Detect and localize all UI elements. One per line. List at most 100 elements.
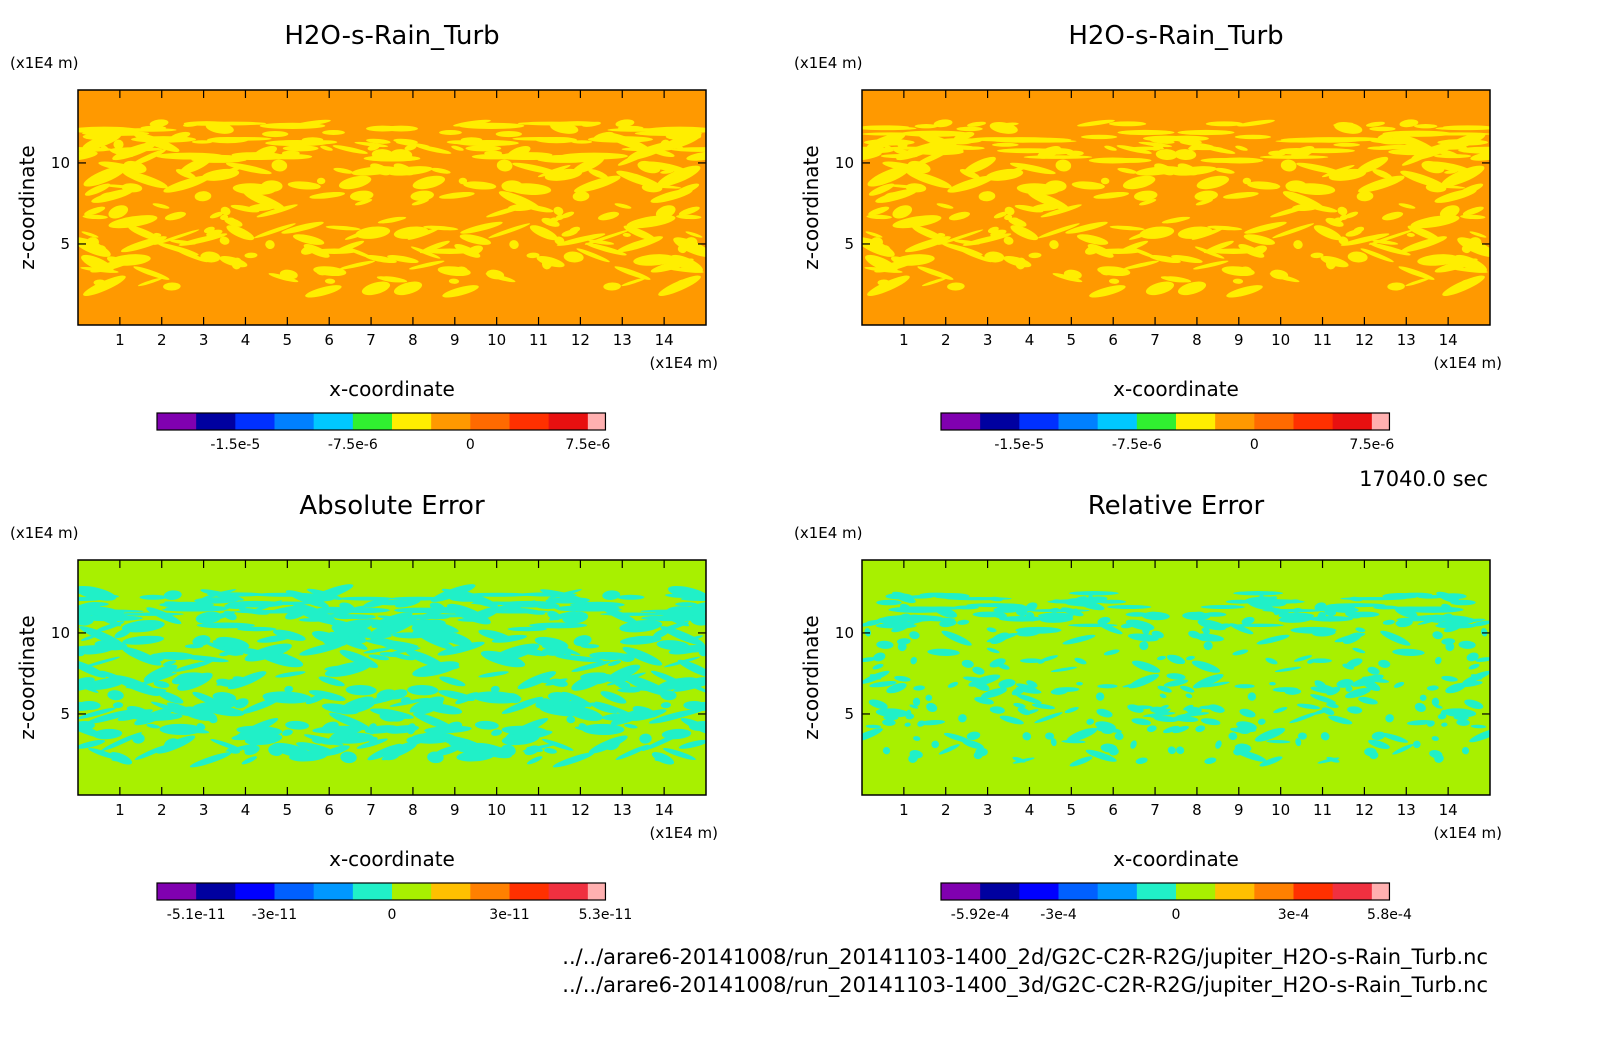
pattern-blob	[434, 745, 462, 756]
pattern-blob	[968, 674, 1001, 687]
pattern-blob	[390, 596, 446, 601]
pattern-blob	[373, 708, 414, 719]
pattern-blob	[1195, 725, 1206, 733]
pattern-blob	[308, 690, 346, 701]
pattern-blob	[1235, 145, 1248, 151]
pattern-blob	[380, 216, 407, 224]
pattern-blob	[552, 752, 595, 768]
pattern-blob	[933, 592, 970, 599]
pattern-blob	[1427, 720, 1435, 727]
y-tick-label: 10	[51, 624, 70, 642]
pattern-blob	[159, 723, 203, 736]
pattern-blob	[623, 675, 671, 696]
pattern-blob	[1320, 256, 1349, 268]
colorbar-swatch	[1332, 883, 1373, 900]
colorbar-label: 7.5e-6	[1349, 437, 1394, 453]
colorbar-label: -3e-11	[252, 907, 297, 923]
colorbar-swatch	[157, 883, 197, 900]
pattern-blob	[1013, 702, 1026, 708]
x-tick-label: 2	[157, 801, 167, 819]
pattern-blob	[332, 145, 368, 154]
pattern-blob	[1071, 181, 1105, 190]
pattern-blob	[84, 206, 106, 216]
colorbar-swatch	[1136, 413, 1177, 430]
pattern-blob	[1360, 248, 1394, 263]
pattern-blob	[862, 657, 877, 662]
pattern-blob	[1382, 592, 1419, 599]
pattern-blob	[872, 663, 884, 670]
pattern-blob	[566, 715, 576, 724]
pattern-blob	[325, 225, 361, 231]
pattern-blob	[863, 139, 915, 146]
pattern-blob	[180, 654, 229, 663]
pattern-blob	[474, 720, 499, 730]
pattern-blob	[347, 620, 375, 626]
pattern-blob	[1256, 634, 1290, 645]
colorbar-swatch	[470, 883, 510, 900]
x-tick-label: 1	[115, 331, 125, 349]
pattern-blob	[281, 729, 293, 736]
pattern-blob	[1077, 119, 1115, 127]
chart-title: H2O-s-Rain_Turb	[284, 21, 499, 51]
colorbar-swatch	[274, 883, 315, 900]
pattern-blob	[78, 151, 98, 161]
pattern-blob	[334, 614, 357, 620]
x-tick-label: 8	[408, 331, 418, 349]
pattern-blob	[318, 676, 345, 687]
pattern-blob	[617, 149, 653, 166]
pattern-blob	[600, 612, 666, 616]
pattern-blob	[1259, 756, 1283, 767]
pattern-blob	[1069, 591, 1119, 596]
pattern-blob	[1065, 221, 1108, 234]
pattern-blob	[676, 632, 686, 639]
pattern-blob	[1003, 256, 1032, 268]
pattern-blob	[1238, 244, 1265, 258]
colorbar-frame	[156, 412, 607, 431]
pattern-blob	[262, 130, 289, 138]
pattern-blob	[210, 738, 243, 751]
pattern-blob	[78, 585, 117, 601]
pattern-blob	[435, 606, 469, 614]
pattern-blob	[1406, 720, 1433, 726]
pattern-blob	[621, 147, 673, 152]
pattern-blob	[1278, 612, 1315, 619]
x-axis-label: x-coordinate	[1113, 847, 1239, 871]
pattern-blob	[1188, 630, 1201, 639]
pattern-blob	[862, 126, 917, 131]
pattern-blob	[101, 732, 143, 751]
colorbar-swatch	[1097, 883, 1138, 900]
chart-title: Absolute Error	[299, 491, 485, 521]
pattern-blob	[1055, 159, 1072, 172]
pattern-blob	[1280, 137, 1349, 143]
pattern-blob	[1344, 687, 1371, 699]
pattern-blob	[1164, 216, 1191, 224]
pattern-blob	[465, 145, 502, 152]
pattern-blob	[163, 175, 210, 193]
pattern-blob	[1129, 146, 1165, 151]
pattern-blob	[234, 610, 303, 614]
x-tick-label: 12	[1355, 331, 1374, 349]
pattern-blob	[209, 211, 224, 219]
y-tick-label: 5	[844, 235, 854, 253]
x-tick-label: 9	[450, 801, 460, 819]
pattern-blob	[1414, 124, 1438, 129]
x-tick-label: 11	[1313, 331, 1332, 349]
pattern-blob	[1356, 191, 1374, 202]
pattern-blob	[1462, 206, 1484, 216]
pattern-blob	[1028, 252, 1042, 259]
pattern-blob	[1419, 694, 1427, 702]
pattern-blob	[957, 619, 970, 625]
pattern-blob	[618, 686, 659, 692]
pattern-blob	[1247, 692, 1257, 701]
pattern-blob	[345, 684, 377, 696]
pattern-blob	[1313, 225, 1342, 241]
pattern-blob	[909, 704, 919, 709]
pattern-blob	[581, 723, 625, 736]
colorbar-label: 3e-4	[1278, 907, 1310, 923]
pattern-blob	[416, 145, 452, 154]
pattern-blob	[1347, 706, 1363, 714]
pattern-blob	[107, 690, 124, 701]
x-tick-label: 7	[366, 801, 376, 819]
y-axis-label: z-coordinate	[799, 145, 823, 269]
pattern-blob	[1027, 191, 1070, 211]
